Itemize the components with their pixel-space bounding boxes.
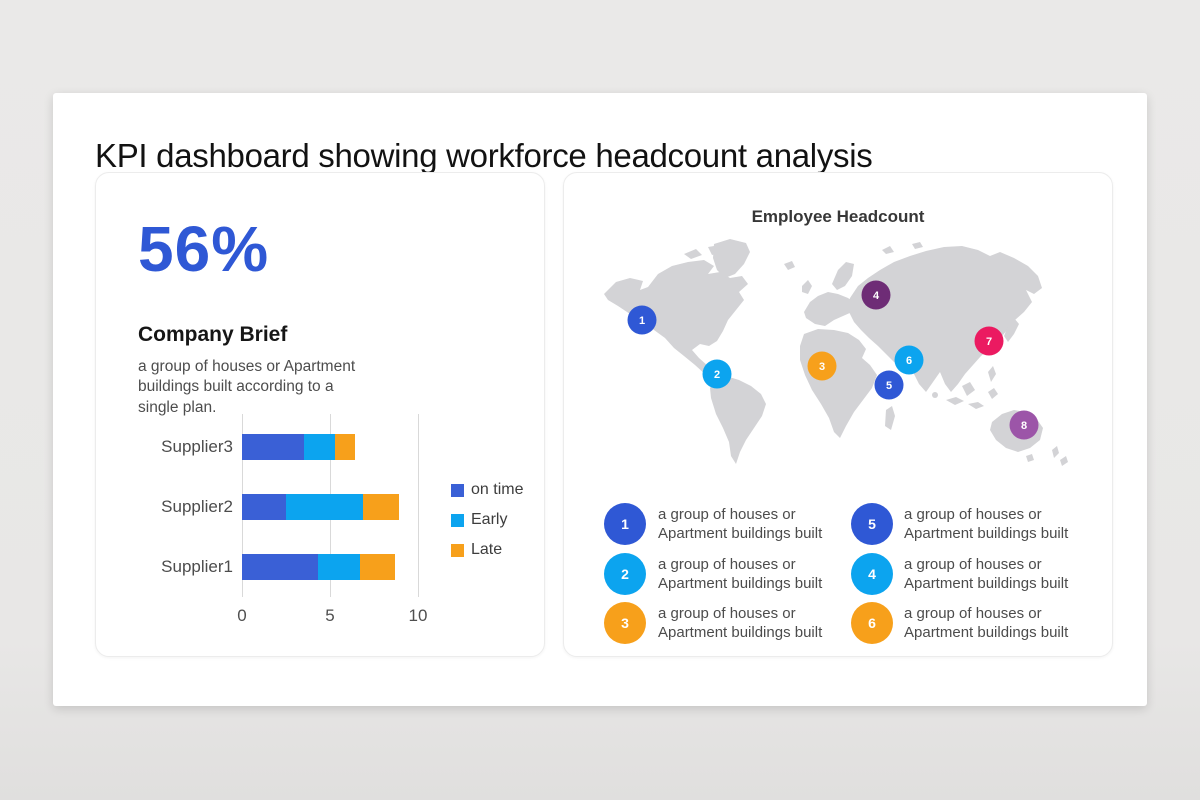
svg-text:4: 4 — [873, 290, 880, 302]
map-legend-badge-1: 1 — [604, 503, 646, 545]
svg-text:6: 6 — [906, 355, 912, 367]
svg-text:3: 3 — [819, 361, 825, 373]
x-axis: 0 5 10 — [237, 606, 427, 630]
legend-swatch — [451, 483, 464, 497]
x-tick-label: 10 — [408, 606, 428, 625]
map-marker-4: 4 — [861, 280, 891, 310]
world-map-svg: 1 2 3 4 5 6 7 8 — [604, 239, 1068, 466]
legend-label: on time — [471, 481, 524, 498]
map-legend: 1 a group of houses or Apartment buildings… — [564, 173, 1112, 656]
slide: KPI dashboard showing workforce headcoun… — [53, 93, 1147, 706]
continent-north-america — [604, 260, 748, 383]
page-title: KPI dashboard showing workforce headcoun… — [95, 137, 873, 175]
philippines — [988, 366, 996, 382]
bar-Supplier1 — [242, 554, 396, 580]
company-brief-heading: Company Brief — [138, 323, 288, 347]
map-legend-badge-3: 3 — [604, 602, 646, 644]
bar-segment-Early — [317, 554, 360, 580]
japan — [1004, 318, 1019, 342]
chart-legend-item: Late — [451, 541, 523, 559]
british-isles — [802, 280, 812, 294]
new-zealand — [1052, 446, 1059, 458]
x-tick-label: 0 — [237, 606, 247, 625]
legend-swatch — [451, 543, 464, 557]
continent-south-america — [710, 376, 766, 464]
indonesia-island — [946, 397, 964, 405]
kpi-value: 56% — [138, 213, 270, 285]
map-marker-2: 2 — [702, 359, 732, 389]
scandinavia — [832, 262, 854, 290]
sri-lanka — [932, 392, 938, 398]
indonesia-island — [968, 402, 984, 409]
bar-segment-Early — [303, 434, 336, 460]
svg-text:7: 7 — [986, 336, 992, 348]
map-legend-text: a group of houses or Apartment buildings … — [904, 506, 1069, 543]
map-legend-text: a group of houses or Apartment buildings … — [904, 605, 1069, 642]
map-markers: 1 2 3 4 5 6 7 8 — [627, 280, 1039, 440]
company-brief-card: 56% Company Brief a group of houses or A… — [95, 172, 545, 657]
chart-legend-item: on time — [451, 481, 523, 499]
map-marker-8: 8 — [1009, 410, 1039, 440]
map-legend-badge-2: 2 — [604, 553, 646, 595]
map-legend-text: a group of houses or Apartment buildings … — [658, 556, 823, 593]
svg-text:2: 2 — [714, 369, 720, 381]
legend-swatch — [451, 513, 464, 527]
world-map: 1 2 3 4 5 6 7 8 — [596, 234, 1076, 474]
bar-Supplier2 — [242, 494, 399, 520]
bar-segment-Late — [359, 554, 396, 580]
bar-segment-on time — [242, 554, 318, 580]
continent-greenland — [713, 239, 750, 278]
legend-label: Early — [471, 511, 508, 528]
bar-segment-Late — [363, 494, 399, 520]
map-marker-6: 6 — [894, 345, 924, 375]
supplier-bar-chart-plot — [242, 414, 419, 597]
svg-text:1: 1 — [639, 315, 645, 327]
svg-text:5: 5 — [886, 380, 892, 392]
bar-segment-Late — [335, 434, 355, 460]
map-legend-text: a group of houses or Apartment buildings … — [658, 605, 823, 642]
bar-Supplier3 — [242, 434, 355, 460]
chart-gridline — [418, 414, 419, 597]
chart-legend-item: Early — [451, 511, 523, 529]
map-marker-3: 3 — [807, 351, 837, 381]
company-brief-description: a group of houses or Apartment buildings… — [138, 357, 356, 416]
iceland — [784, 261, 795, 270]
bar-segment-on time — [242, 494, 286, 520]
map-legend-badge-5: 5 — [851, 503, 893, 545]
map-marker-7: 7 — [974, 326, 1004, 356]
arctic-island — [912, 242, 923, 249]
sulawesi — [988, 388, 998, 399]
bar-segment-on time — [242, 434, 304, 460]
map-legend-badge-4: 4 — [851, 553, 893, 595]
map-marker-5: 5 — [874, 370, 904, 400]
svg-text:8: 8 — [1021, 420, 1027, 432]
arctic-island — [684, 249, 702, 259]
headcount-title: Employee Headcount — [751, 207, 925, 227]
x-tick-label: 5 — [325, 606, 335, 625]
legend-label: Late — [471, 541, 503, 558]
tasmania — [1026, 454, 1034, 462]
map-legend-text: a group of houses or Apartment buildings … — [658, 506, 823, 543]
arctic-island — [882, 246, 894, 254]
category-label: Supplier1 — [161, 557, 233, 576]
bar-segment-Early — [286, 494, 364, 520]
chart-legend: on time Early Late — [451, 481, 523, 571]
continent-europe — [804, 292, 856, 326]
category-label: Supplier3 — [161, 437, 233, 456]
map-legend-text: a group of houses or Apartment buildings … — [904, 556, 1069, 593]
map-legend-badge-6: 6 — [851, 602, 893, 644]
headcount-card: Employee Headcount — [563, 172, 1113, 657]
map-marker-1: 1 — [627, 305, 657, 335]
borneo — [962, 382, 975, 396]
new-zealand — [1060, 456, 1068, 466]
category-label: Supplier2 — [161, 497, 233, 516]
madagascar — [885, 406, 895, 430]
